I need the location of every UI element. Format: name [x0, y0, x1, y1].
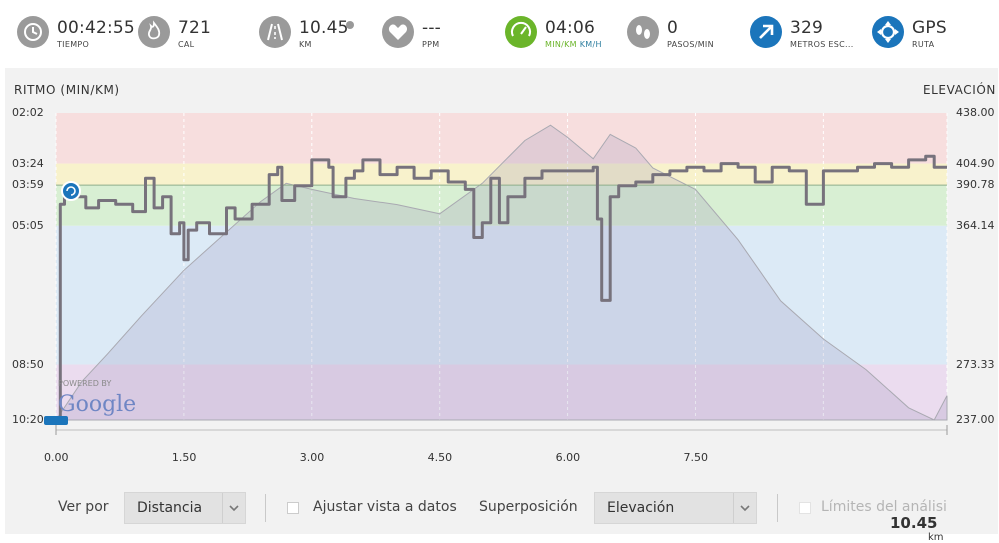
unit-km-h[interactable]: KM/H [579, 40, 602, 49]
pace-tick-label: 10:20 [12, 413, 44, 426]
view-by-select[interactable]: Distancia [124, 492, 246, 524]
stats-bar: 00:42:55 TIEMPO 721 CAL 10.45 KM --- PPM 04:06 MI… [0, 0, 999, 66]
distance-tick-label: 3.00 [299, 451, 325, 464]
view-by-value: Distancia [137, 500, 203, 516]
stat-gps-value: GPS [912, 18, 947, 38]
distance-tick-label: 0.00 [44, 451, 69, 464]
chevron-down-icon [222, 493, 245, 523]
edit-icon[interactable] [346, 21, 354, 29]
stat-ascent-value: 329 [790, 18, 824, 38]
pace-tick-label: 03:24 [12, 156, 44, 170]
right-axis-title: ELEVACIÓN [922, 83, 996, 97]
pace-tick-label: 08:50 [12, 357, 44, 371]
start-marker-icon[interactable] [61, 181, 81, 201]
distance-tick-label: 6.00 [555, 451, 581, 464]
flame-icon [138, 16, 170, 48]
elevation-tick-label: 273.33 [956, 357, 995, 371]
google-logo: Google [58, 392, 136, 417]
stat-heart-rate-label: PPM [422, 40, 440, 49]
distance-tick-label: 1.50 [171, 451, 197, 464]
chart-panel: RITMO (MIN/KM) ELEVACIÓN 02:02 03:24 03:59… [5, 68, 998, 543]
stat-calories-value: 721 [178, 18, 212, 38]
stat-distance-value: 10.45 [299, 18, 349, 38]
divider [265, 494, 266, 522]
arrow-up-right-icon [750, 16, 782, 48]
unit-min-km[interactable]: MIN/KM [545, 40, 577, 49]
stat-pace-label: MIN/KM KM/H [545, 40, 602, 49]
stat-gps-label: RUTA [912, 40, 935, 49]
start-marker-glyph [66, 186, 76, 196]
gps-target-icon [872, 16, 904, 48]
stat-pace-value: 04:06 [545, 18, 595, 38]
pace-zone-4 [56, 225, 947, 365]
view-by-label: Ver por [58, 499, 109, 515]
speedometer-icon [505, 16, 537, 48]
pace-tick-label: 03:59 [12, 178, 44, 192]
distance-tick-label: 4.50 [427, 451, 453, 464]
powered-by-text: POWERED BY [58, 379, 111, 388]
left-axis-title: RITMO (MIN/KM) [14, 83, 120, 97]
chart-controls: Ver por Distancia Ajustar vista a datos … [0, 487, 999, 527]
stat-calories-label: CAL [178, 40, 195, 49]
elevation-area [55, 124, 948, 421]
distance-tick-label: 7.50 [683, 451, 708, 464]
overlay-value: Elevación [607, 500, 675, 516]
elevation-tick-label: 364.14 [956, 218, 995, 232]
analysis-limits-checkbox[interactable] [799, 502, 811, 514]
elevation-tick-label: 404.90 [956, 156, 995, 170]
elevation-tick-label: 390.78 [956, 178, 995, 192]
distance-total: 10.45 [890, 514, 938, 532]
overlay-select[interactable]: Elevación [594, 492, 757, 524]
elevation-tick-label: 438.00 [956, 106, 995, 119]
pace-line [55, 154, 947, 421]
divider [777, 494, 778, 522]
overlay-label: Superposición [479, 499, 578, 515]
pace-zone-3 [56, 185, 947, 226]
heart-icon [382, 16, 414, 48]
stat-time-value: 00:42:55 [57, 18, 135, 38]
pace-zone-5 [56, 364, 947, 420]
road-icon [259, 16, 291, 48]
fit-view-label: Ajustar vista a datos [313, 499, 457, 515]
footsteps-icon [627, 16, 659, 48]
stat-heart-rate-value: --- [422, 18, 442, 38]
stat-cadence-label: PASOS/MIN [667, 40, 714, 49]
stat-cadence-value: 0 [667, 18, 679, 38]
fit-view-checkbox[interactable] [287, 502, 299, 514]
pace-tick-label: 02:02 [12, 106, 44, 119]
analysis-limits-label: Límites del análisi [821, 499, 947, 515]
range-marker[interactable] [44, 416, 68, 425]
stat-distance-label: KM [299, 40, 312, 49]
elevation-tick-label: 237.00 [956, 413, 995, 426]
stat-time-label: TIEMPO [57, 40, 90, 49]
pace-tick-label: 05:05 [12, 218, 44, 232]
clock-icon [17, 16, 49, 48]
distance-unit: km [928, 532, 944, 543]
chevron-down-icon [733, 493, 756, 523]
stat-ascent-label: METROS ESC... [790, 40, 854, 49]
pace-elevation-chart[interactable]: POWERED BY Google [5, 68, 998, 534]
pace-zone-1 [56, 113, 947, 164]
